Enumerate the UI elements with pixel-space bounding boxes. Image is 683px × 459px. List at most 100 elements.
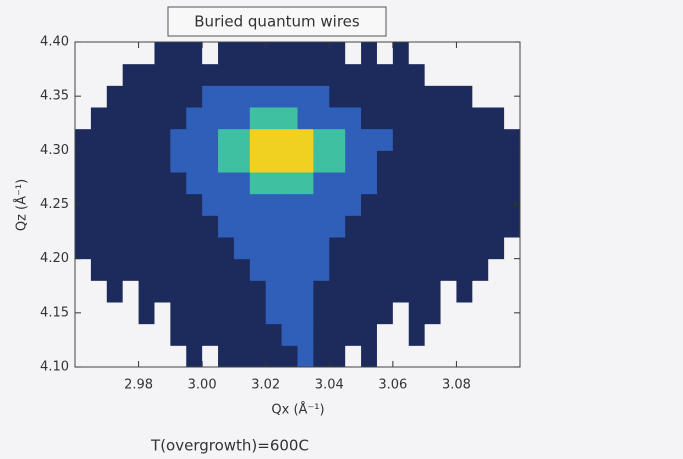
heat-cell bbox=[376, 150, 394, 173]
heat-cell bbox=[488, 215, 505, 238]
heat-cell bbox=[138, 172, 155, 195]
heat-cell bbox=[440, 63, 457, 86]
y-tick-label: 4.15 bbox=[40, 305, 69, 320]
heat-cell bbox=[265, 237, 283, 260]
heat-cell bbox=[456, 128, 473, 151]
heat-cell bbox=[154, 172, 171, 195]
heat-cell bbox=[424, 63, 442, 86]
heat-cell bbox=[361, 150, 378, 173]
heat-cell bbox=[75, 280, 92, 303]
heat-cell bbox=[154, 107, 171, 130]
heat-cell bbox=[281, 172, 298, 195]
heat-cell bbox=[218, 42, 235, 65]
heat-cell bbox=[297, 345, 314, 368]
heat-cell bbox=[202, 193, 219, 216]
heat-cell bbox=[249, 85, 267, 108]
heat-cell bbox=[138, 42, 155, 65]
heat-cell bbox=[218, 128, 235, 151]
heat-cell bbox=[361, 215, 378, 238]
heat-cell bbox=[504, 150, 521, 173]
heat-cell bbox=[265, 128, 283, 151]
heat-cell bbox=[313, 150, 330, 173]
heat-cell bbox=[138, 107, 155, 130]
heat-cell bbox=[122, 85, 140, 108]
heat-cell bbox=[249, 128, 267, 151]
heat-cell bbox=[106, 193, 124, 216]
heat-cell bbox=[488, 150, 505, 173]
heat-cell bbox=[249, 323, 267, 346]
heat-cell bbox=[504, 42, 521, 65]
heat-cell bbox=[233, 258, 251, 281]
heat-cell bbox=[376, 42, 394, 65]
heat-cell bbox=[392, 280, 410, 303]
heat-cell bbox=[361, 85, 378, 108]
x-tick-label: 3.02 bbox=[251, 378, 280, 393]
heat-cell bbox=[313, 215, 330, 238]
y-tick-label: 4.10 bbox=[40, 360, 69, 375]
heat-cell bbox=[472, 193, 489, 216]
heat-cell bbox=[329, 280, 346, 303]
heat-cell bbox=[281, 42, 298, 65]
heat-cell bbox=[75, 258, 92, 281]
heat-cell bbox=[233, 150, 251, 173]
heat-cell bbox=[424, 193, 442, 216]
heat-cell bbox=[297, 237, 314, 260]
heat-cell bbox=[376, 237, 394, 260]
heat-cell bbox=[218, 193, 235, 216]
heat-cell bbox=[218, 323, 235, 346]
heat-cell bbox=[265, 85, 283, 108]
heat-cell bbox=[106, 107, 124, 130]
heat-cell bbox=[90, 42, 108, 65]
heat-cell bbox=[75, 193, 92, 216]
y-tick-label: 4.35 bbox=[40, 89, 69, 104]
heat-cell bbox=[424, 323, 442, 346]
heat-cell bbox=[265, 42, 283, 65]
heat-cell bbox=[488, 237, 505, 260]
heat-cell bbox=[106, 345, 124, 368]
heat-cell bbox=[392, 302, 410, 325]
heat-cell bbox=[329, 107, 346, 130]
heat-cell bbox=[408, 150, 426, 173]
heat-cell bbox=[233, 128, 251, 151]
heat-cell bbox=[170, 323, 187, 346]
heat-cell bbox=[329, 215, 346, 238]
heat-cell bbox=[170, 302, 187, 325]
heat-cell bbox=[424, 258, 442, 281]
caption: T(overgrowth)=600C bbox=[150, 437, 309, 455]
heat-cell bbox=[218, 302, 235, 325]
heat-cell bbox=[75, 323, 92, 346]
heat-cell bbox=[122, 150, 140, 173]
heat-cell bbox=[408, 302, 426, 325]
heat-cell bbox=[233, 215, 251, 238]
heat-cell bbox=[265, 172, 283, 195]
heat-cell bbox=[297, 215, 314, 238]
heat-cell bbox=[472, 237, 489, 260]
heat-cell bbox=[106, 302, 124, 325]
heat-cell bbox=[408, 258, 426, 281]
heat-cell bbox=[424, 150, 442, 173]
heat-cell bbox=[154, 42, 171, 65]
heat-cell bbox=[345, 85, 362, 108]
heat-cell bbox=[138, 323, 155, 346]
heat-cell bbox=[424, 85, 442, 108]
heat-cell bbox=[376, 345, 394, 368]
heat-cell bbox=[376, 258, 394, 281]
heat-cell bbox=[202, 128, 219, 151]
heat-cell bbox=[376, 280, 394, 303]
heat-cell bbox=[265, 302, 283, 325]
heat-cell bbox=[138, 302, 155, 325]
y-tick-label: 4.30 bbox=[40, 143, 69, 158]
heat-cell bbox=[472, 150, 489, 173]
heat-cell bbox=[504, 85, 521, 108]
heat-cell bbox=[392, 107, 410, 130]
heat-cell bbox=[361, 193, 378, 216]
heat-cell bbox=[376, 323, 394, 346]
heat-cell bbox=[345, 128, 362, 151]
heat-cell bbox=[90, 280, 108, 303]
heat-cell bbox=[186, 42, 203, 65]
heat-cell bbox=[154, 345, 171, 368]
heat-cell bbox=[265, 345, 283, 368]
y-axis-label: Qz (Å⁻¹) bbox=[14, 179, 30, 231]
heat-cell bbox=[488, 193, 505, 216]
heat-cell bbox=[90, 345, 108, 368]
